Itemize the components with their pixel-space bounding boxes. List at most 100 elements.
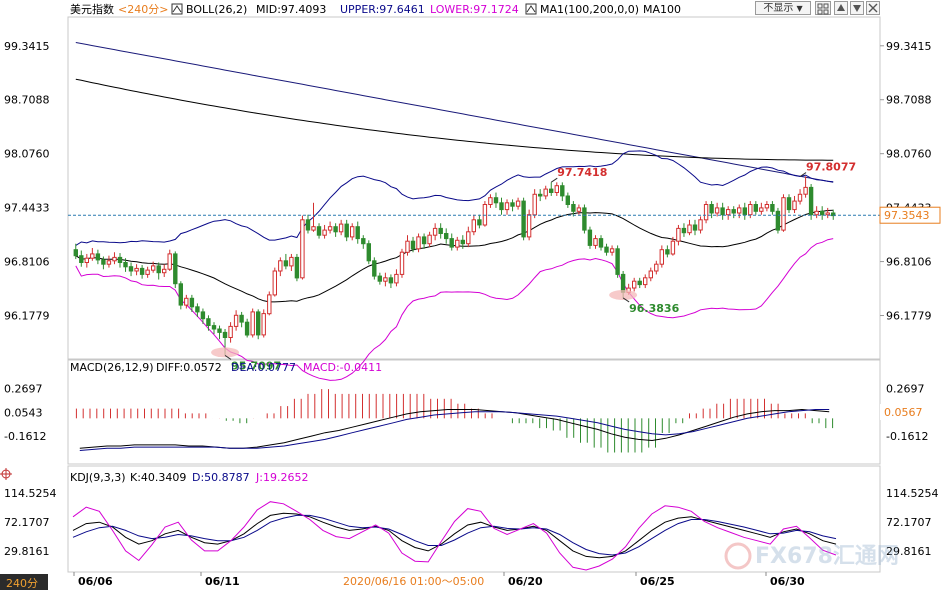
ma-name: MA100 [643,3,681,16]
settings-grid-button[interactable] [815,1,831,15]
macd-tick-right-0: 0.2697 [886,382,925,395]
kdj-j-value: J:19.2652 [255,471,308,484]
candle-body-48 [338,223,344,233]
candle-body-4 [95,253,101,261]
boll-mid-value: MID:97.4093 [256,3,326,16]
annotation-label-1: 97.8077 [806,161,856,174]
candle-body-28 [228,325,233,338]
kdj-d-value: D:50.8787 [192,471,250,484]
price-tick-right-1: 98.7088 [886,94,932,107]
date-label-2: 06/20 [508,575,543,588]
candle-body-13 [145,269,150,275]
candle-body-114 [703,204,709,221]
ma200-line [75,42,834,183]
candle-body-82 [526,214,532,238]
candle-body-59 [399,251,405,275]
period-badge-text: 240分 [6,577,38,590]
chevron-down-icon: ▼ [796,4,803,13]
candle-body-102 [637,280,642,286]
candle-body-1 [79,255,84,263]
candle-body-130 [792,200,797,211]
candle-body-46 [327,226,333,231]
hide-indicator-label: 不显示 [763,3,794,14]
close-button[interactable] [866,1,880,15]
price-tick-left-0: 99.3415 [4,40,50,53]
candle-body-18 [173,253,178,285]
candle-body-115 [709,204,714,214]
candle-body-35 [267,294,272,315]
price-axis-ticks: 99.3415 99.3415 98.7088 98.7088 98.0760 98.07… [4,40,932,323]
hide-indicator-dropdown[interactable]: 不显示 ▼ [755,1,811,15]
candle-body-15 [156,265,161,274]
candle-body-17 [167,253,172,270]
candle-body-89 [565,195,570,205]
boll-lower-line [75,238,834,381]
candle-body-119 [731,209,736,214]
candle-body-22 [195,306,200,313]
annotation-label-0: 97.7418 [557,166,607,179]
move-up-button[interactable] [834,1,848,15]
candle-body-57 [388,277,394,284]
candle-body-44 [316,226,322,236]
candle-body-11 [134,267,139,272]
price-tick-left-2: 98.0760 [4,148,50,161]
candle-body-12 [139,267,145,275]
macd-tick-left-0: 0.2697 [4,382,43,395]
candle-body-88 [560,185,565,197]
candle-body-93 [587,229,593,246]
move-down-button[interactable] [850,1,864,15]
candle-body-63 [421,236,427,245]
candle-body-108 [670,240,676,255]
candle-body-70 [460,239,466,245]
candle-body-133 [808,186,814,216]
boll-toggle-mark [172,5,182,13]
crosshair-time-range: 2020/06/16 01:00～05:00 [343,575,484,588]
candlestick-series[interactable] [73,176,836,356]
candle-body-33 [256,311,261,336]
macd-diff-value: DIFF:0.0572 [156,361,222,374]
candle-body-60 [405,240,410,253]
candle-body-62 [416,236,421,250]
kdj-tick-left-2: 29.8161 [4,545,50,558]
macd-diff-line [79,408,830,449]
candle-body-113 [698,219,703,231]
candle-body-32 [250,311,255,336]
candle-body-129 [786,197,792,211]
candle-body-53 [366,243,372,262]
price-tick-left-1: 98.7088 [4,94,50,107]
candle-body-103 [643,277,648,286]
candle-body-20 [184,297,189,306]
ma100-line [75,78,834,161]
candle-body-45 [322,229,327,236]
candle-body-80 [515,200,521,207]
candle-body-72 [471,219,477,233]
candle-body-122 [748,204,753,216]
candle-body-25 [211,325,217,330]
arrow-down-icon [853,5,861,12]
candle-body-90 [571,204,576,212]
date-label-3: 06/25 [640,575,675,588]
candle-body-31 [244,321,250,336]
boll-upper-line [75,150,834,246]
candle-body-106 [659,249,664,265]
candle-body-71 [466,231,471,245]
candle-body-67 [444,233,449,240]
ma-toggle-icon[interactable] [525,3,537,15]
period-label[interactable]: <240分> [118,3,168,16]
candle-body-65 [432,227,438,236]
boll-upper-value: UPPER:97.6461 [340,3,425,16]
kdj-k-value: K:40.3409 [130,471,186,484]
candle-body-21 [189,297,195,308]
price-annotations: 97.7418 97.8077 95.7097 96.3836 [211,161,856,372]
candle-body-34 [261,313,266,336]
boll-toggle-icon[interactable] [171,3,183,15]
candle-body-6 [106,260,112,265]
candle-body-132 [803,186,808,195]
period-badge[interactable] [0,574,48,590]
candle-body-91 [576,207,582,212]
candle-body-29 [233,314,239,327]
candle-body-124 [759,207,764,212]
annotation-leader-3 [622,297,630,303]
symbol-name: 美元指数 [70,2,114,16]
candle-body-87 [554,185,559,193]
